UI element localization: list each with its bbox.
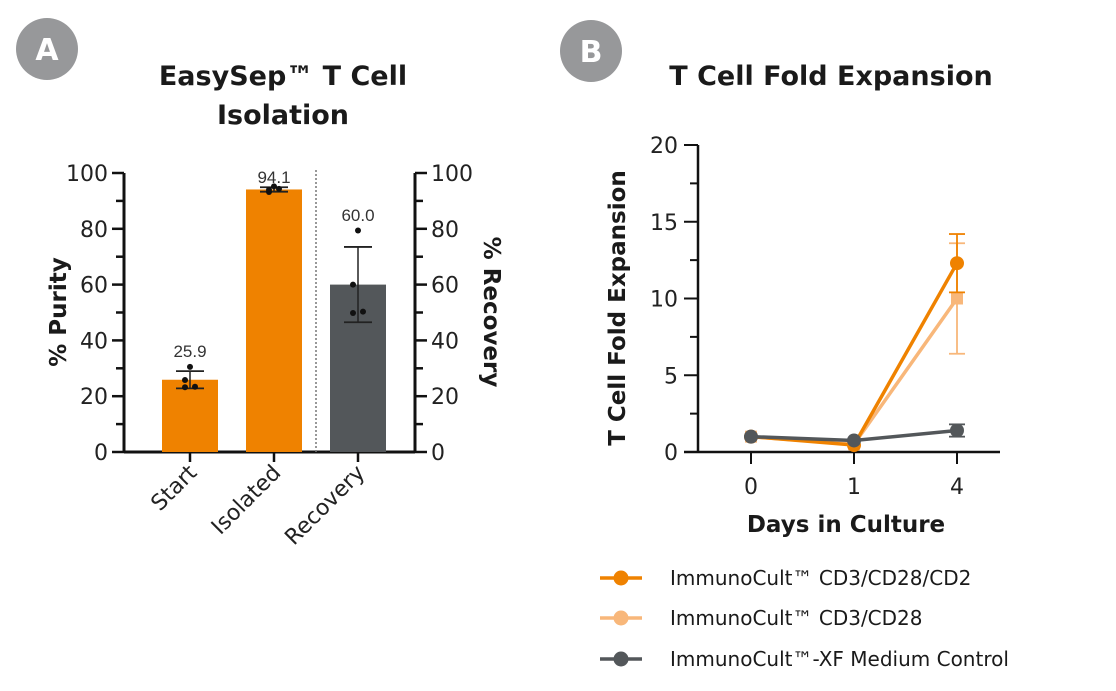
data-label: 94.1	[257, 168, 290, 187]
series-1	[745, 242, 965, 451]
y-tick-label-left: 20	[80, 385, 108, 410]
data-point	[847, 433, 861, 448]
panel-b-badge: B	[560, 20, 622, 82]
data-point	[182, 377, 188, 384]
x-tick-label: Start	[147, 460, 203, 516]
x-tick-label: 0	[744, 475, 758, 500]
data-point	[276, 185, 282, 192]
data-point	[950, 256, 964, 271]
y-tick-label-left: 100	[66, 162, 108, 187]
panel-a-letter: A	[35, 33, 59, 68]
bar-start	[162, 379, 218, 452]
legend-label: ImmunoCult™ CD3/CD28	[670, 606, 923, 630]
data-point	[350, 310, 356, 317]
data-label: 25.9	[173, 342, 206, 361]
chart-b-title: T Cell Fold Expansion	[669, 61, 992, 92]
panel-b-letter: B	[580, 35, 603, 70]
y-tick-label-left: 0	[94, 441, 108, 466]
legend-label: ImmunoCult™ CD3/CD28/CD2	[670, 566, 971, 590]
y-tick-label-right: 100	[431, 162, 473, 187]
data-point	[744, 429, 758, 444]
data-point	[360, 308, 366, 315]
series-line	[750, 262, 959, 447]
y-tick-label: 15	[650, 211, 678, 236]
bar-isolated	[246, 189, 302, 452]
data-point	[350, 281, 356, 288]
chart-b-ylabel: T Cell Fold Expansion	[605, 170, 631, 446]
y-tick-label: 0	[664, 441, 678, 466]
legend-marker	[613, 651, 629, 667]
chart-a-title-line-2: Isolation	[217, 100, 349, 131]
data-point	[182, 384, 188, 391]
chart-a-title-line-1: EasySep™ T Cell	[159, 61, 407, 92]
x-tick-label: Isolated	[207, 461, 286, 540]
series-2	[744, 423, 965, 448]
panel-a-badge: A	[16, 18, 78, 80]
y-tick-label: 20	[650, 134, 678, 159]
bar-chart-t-cell-isolation: EasySep™ T Cell Isolation % Purity % Rec…	[46, 61, 504, 550]
y-tick-label-right: 0	[431, 441, 445, 466]
series-0	[744, 233, 965, 453]
data-point	[271, 183, 277, 190]
y-tick-label-right: 80	[431, 218, 459, 243]
data-label: 60.0	[341, 206, 374, 225]
y-tick-label-right: 60	[431, 274, 459, 299]
chart-a-ylabel-left: % Purity	[46, 257, 72, 367]
y-tick-label-right: 20	[431, 385, 459, 410]
y-tick-label: 5	[664, 364, 678, 389]
chart-a-ylabel-right: % Recovery	[478, 237, 504, 388]
x-tick-label: 4	[950, 475, 964, 500]
y-tick-label: 10	[650, 288, 678, 313]
legend: ImmunoCult™ CD3/CD28/CD2 ImmunoCult™ CD3/…	[600, 566, 1009, 671]
y-tick-label-right: 40	[431, 329, 459, 354]
x-tick-label: 1	[847, 475, 861, 500]
data-point	[266, 186, 272, 193]
legend-marker	[613, 570, 629, 586]
data-point	[355, 227, 361, 234]
line-chart-t-cell-fold-expansion: T Cell Fold Expansion T Cell Fold Expans…	[600, 61, 1009, 671]
data-point	[192, 383, 198, 390]
y-tick-label-left: 40	[80, 329, 108, 354]
data-point	[951, 292, 963, 305]
y-tick-label-left: 60	[80, 274, 108, 299]
legend-label: ImmunoCult™-XF Medium Control	[670, 647, 1009, 671]
x-tick-label: Recovery	[280, 461, 370, 551]
legend-marker	[613, 610, 629, 626]
y-tick-label-left: 80	[80, 218, 108, 243]
data-point	[950, 423, 964, 438]
chart-b-xlabel: Days in Culture	[747, 512, 945, 538]
data-point	[187, 363, 193, 370]
